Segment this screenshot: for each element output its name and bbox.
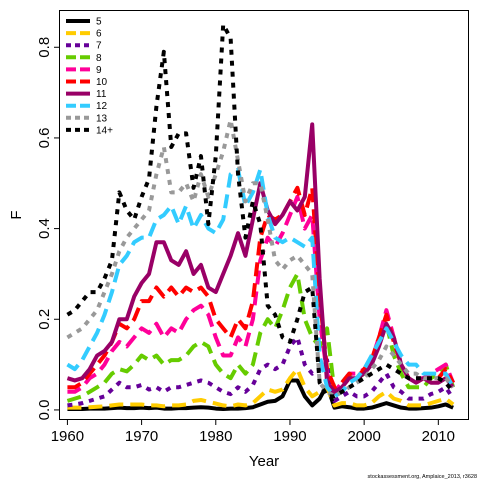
legend-label-5: 5 bbox=[96, 17, 102, 28]
x-tick-label-1960: 1960 bbox=[51, 428, 84, 445]
legend-label-11: 11 bbox=[96, 89, 107, 100]
y-tick-label-0-4: 0.4 bbox=[36, 218, 53, 239]
y-tick-label-0-2: 0.2 bbox=[36, 309, 53, 330]
legend-label-10: 10 bbox=[96, 77, 108, 88]
x-axis: 1960 1970 1980 1990 2000 2010 bbox=[51, 419, 455, 445]
series-line-11 bbox=[66, 122, 455, 394]
legend-label-12: 12 bbox=[96, 101, 108, 112]
plot-frame bbox=[59, 10, 469, 420]
legend-label-7: 7 bbox=[96, 41, 102, 52]
source-credit: stockassessment.org, Amplaice_2013, r362… bbox=[368, 474, 477, 480]
y-tick-label-0-0: 0.0 bbox=[36, 400, 53, 421]
x-tick-label-2010: 2010 bbox=[422, 428, 455, 445]
y-tick-label-0-6: 0.6 bbox=[36, 128, 53, 149]
x-tick-label-1980: 1980 bbox=[199, 428, 232, 445]
y-axis-title: F bbox=[8, 210, 25, 219]
series-line-14plus bbox=[66, 22, 455, 399]
series-line-5 bbox=[67, 378, 454, 412]
x-axis-title: Year bbox=[249, 453, 279, 470]
legend-label-13: 13 bbox=[96, 113, 108, 124]
series-line-7 bbox=[67, 335, 455, 408]
series-line-12 bbox=[66, 167, 455, 399]
series-line-6 bbox=[67, 367, 455, 410]
series-lines bbox=[66, 22, 456, 412]
y-tick-label-0-8: 0.8 bbox=[36, 37, 53, 58]
legend-label-6: 6 bbox=[96, 29, 102, 40]
x-tick-label-2000: 2000 bbox=[347, 428, 380, 445]
legend-label-8: 8 bbox=[96, 53, 102, 64]
y-axis: 0.0 0.2 0.4 0.6 0.8 bbox=[36, 37, 60, 421]
legend-label-14plus: 14+ bbox=[96, 125, 113, 136]
legend-label-9: 9 bbox=[96, 65, 102, 76]
x-tick-label-1970: 1970 bbox=[125, 428, 158, 445]
x-tick-label-1990: 1990 bbox=[273, 428, 306, 445]
